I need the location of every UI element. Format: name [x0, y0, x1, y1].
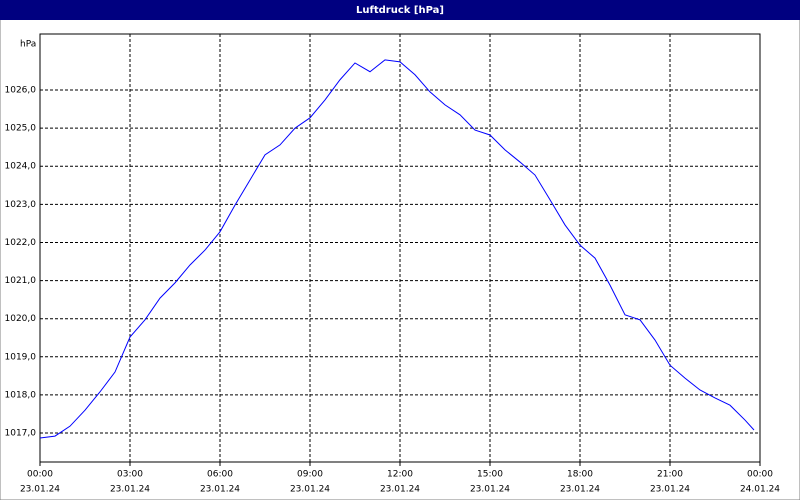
- title-bar: [0, 0, 800, 20]
- x-tick-label: 09:00: [297, 470, 323, 480]
- y-tick-label: 1024,0: [5, 162, 37, 172]
- x-tick-label: 18:00: [567, 470, 593, 480]
- x-tick-date: 23.01.24: [200, 485, 240, 495]
- x-tick-label: 21:00: [657, 470, 683, 480]
- y-tick-label: 1026,0: [5, 86, 37, 96]
- y-tick-label: 1018,0: [5, 390, 37, 400]
- y-tick-label: 1023,0: [5, 200, 37, 210]
- x-tick-date: 23.01.24: [470, 485, 510, 495]
- y-tick-label: 1022,0: [5, 238, 37, 248]
- chart-title: Luftdruck [hPa]: [356, 5, 444, 16]
- x-tick-label: 03:00: [117, 470, 143, 480]
- y-tick-label: 1021,0: [5, 276, 37, 286]
- data-line: [39, 59, 755, 439]
- x-tick-date: 23.01.24: [650, 485, 690, 495]
- x-tick-date: 23.01.24: [290, 485, 330, 495]
- y-unit: hPa: [20, 40, 36, 50]
- x-tick-label: 00:00: [747, 470, 773, 480]
- x-tick-date: 23.01.24: [20, 485, 60, 495]
- x-tick-label: 00:00: [27, 470, 53, 480]
- y-tick-label: 1017,0: [5, 429, 37, 439]
- y-tick-label: 1025,0: [5, 124, 37, 134]
- x-tick-label: 15:00: [477, 470, 503, 480]
- x-tick-label: 12:00: [387, 470, 413, 480]
- x-tick-date: 23.01.24: [560, 485, 600, 495]
- y-tick-label: 1020,0: [5, 314, 37, 324]
- x-tick-date: 23.01.24: [380, 485, 420, 495]
- x-tick-label: 06:00: [207, 470, 233, 480]
- x-tick-date: 23.01.24: [110, 485, 150, 495]
- x-tick-date: 24.01.24: [740, 485, 780, 495]
- y-tick-label: 1019,0: [5, 352, 37, 362]
